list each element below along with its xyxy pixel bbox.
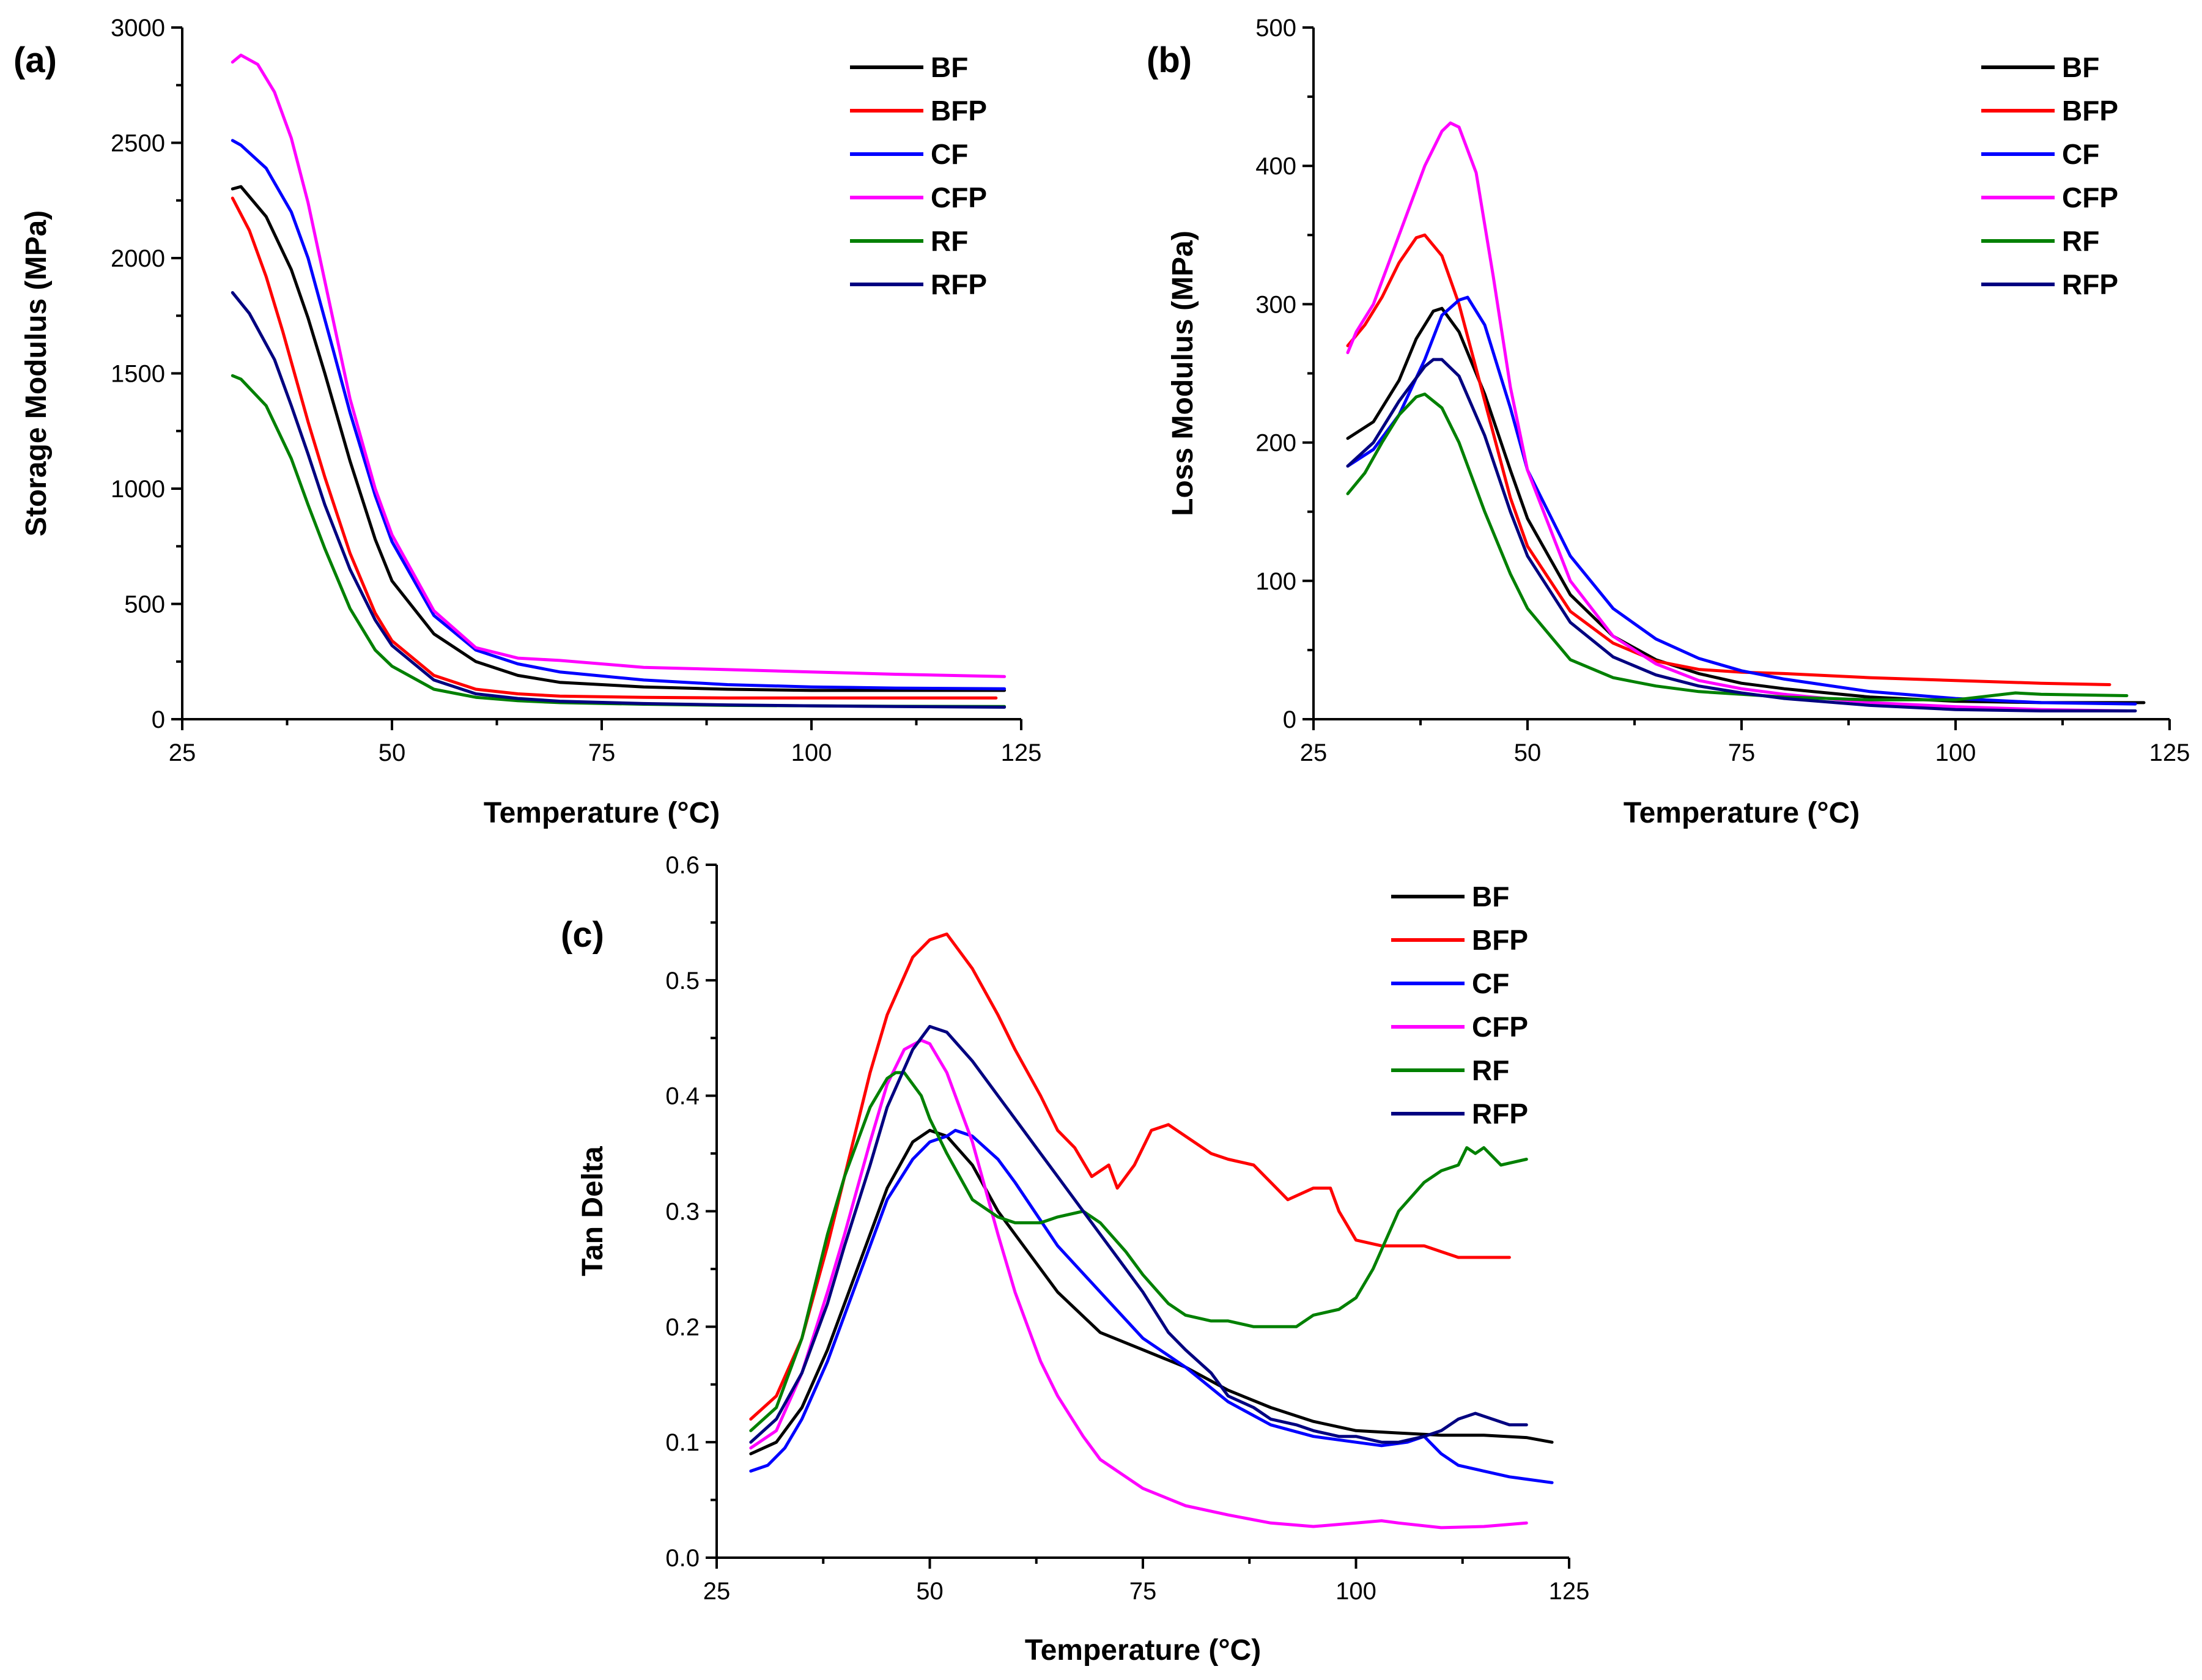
series-line-bf	[231, 185, 1007, 692]
x-tick-label: 50	[1514, 739, 1542, 766]
legend-label-bfp: BFP	[1472, 924, 1528, 956]
y-tick-label: 2500	[111, 130, 165, 157]
x-tick-label: 100	[1935, 739, 1976, 766]
series-line-bfp	[749, 932, 1511, 1421]
y-tick-label: 200	[1255, 430, 1296, 457]
y-axis-title: Storage Modulus (MPa)	[20, 210, 53, 536]
x-tick-label: 100	[791, 739, 832, 766]
series-line-bfp	[231, 196, 998, 700]
x-tick-label: 75	[588, 739, 616, 766]
y-tick-label: 3000	[111, 15, 165, 42]
panel-label: (b)	[1147, 40, 1192, 80]
panel-label: (c)	[561, 915, 604, 955]
legend-label-rf: RF	[2062, 225, 2099, 257]
y-tick-label: 0.6	[665, 852, 700, 879]
series-line-cfp	[231, 53, 1007, 678]
x-tick-label: 50	[916, 1578, 944, 1605]
series-line-rfp	[749, 1024, 1528, 1444]
y-tick-label: 0.0	[665, 1545, 700, 1572]
x-tick-label: 125	[1001, 739, 1042, 766]
x-tick-label: 125	[2149, 739, 2190, 766]
chart-panel-c: 25 50 75 100 125 0.0 0.1 0.2 0.3 0.4 0.5 0.6 Tempera…	[561, 852, 1589, 1667]
legend-label-cf: CF	[2062, 138, 2099, 170]
y-tick-label: 0.4	[665, 1083, 700, 1110]
legend-label-bfp: BFP	[931, 95, 987, 127]
y-tick-label: 100	[1255, 568, 1296, 595]
series-line-bf	[749, 1128, 1554, 1456]
y-tick-label: 0	[1283, 706, 1296, 733]
y-tick-label: 500	[124, 591, 165, 618]
y-tick-label: 1500	[111, 361, 165, 388]
x-tick-label: 50	[379, 739, 406, 766]
legend-label-bf: BF	[2062, 51, 2099, 83]
legend-label-cfp: CFP	[931, 182, 987, 213]
legend-label-bf: BF	[1472, 881, 1509, 912]
series-line-rf	[1346, 392, 2129, 701]
panel-label: (a)	[13, 40, 57, 80]
x-axis-title: Temperature (°C)	[484, 797, 720, 829]
y-tick-label: 400	[1255, 153, 1296, 180]
x-tick-label: 75	[1728, 739, 1756, 766]
x-axis-title: Temperature (°C)	[1025, 1634, 1261, 1667]
legend-label-rfp: RFP	[2062, 268, 2118, 300]
series-line-rf	[749, 1071, 1528, 1432]
series-line-cf	[749, 1128, 1554, 1484]
legend-label-rfp: RFP	[931, 268, 987, 300]
series-line-cfp	[749, 1038, 1528, 1530]
y-tick-label: 500	[1255, 15, 1296, 42]
x-tick-label: 125	[1549, 1578, 1590, 1605]
y-tick-label: 0.1	[665, 1429, 700, 1456]
y-tick-label: 1000	[111, 476, 165, 503]
legend-label-rfp: RFP	[1472, 1098, 1528, 1130]
x-tick-label: 100	[1336, 1578, 1376, 1605]
series-line-bf	[1346, 306, 2146, 705]
y-tick-label: 0	[152, 706, 165, 733]
series-line-cf	[231, 139, 1007, 690]
x-tick-label: 75	[1129, 1578, 1157, 1605]
y-tick-label: 0.2	[665, 1314, 700, 1341]
y-axis-title: Tan Delta	[577, 1146, 609, 1276]
legend-label-bfp: BFP	[2062, 95, 2118, 127]
x-axis-title: Temperature (°C)	[1624, 797, 1860, 829]
legend-label-rf: RF	[1472, 1054, 1509, 1086]
legend-label-cfp: CFP	[1472, 1011, 1528, 1043]
y-tick-label: 0.5	[665, 968, 700, 994]
x-tick-label: 25	[169, 739, 196, 766]
legend-label-bf: BF	[931, 51, 968, 83]
y-tick-label: 0.3	[665, 1199, 700, 1226]
legend-label-rf: RF	[931, 225, 968, 257]
y-tick-label: 2000	[111, 245, 165, 272]
series-line-rfp	[231, 291, 1007, 709]
y-axis-title: Loss Modulus (MPa)	[1167, 231, 1199, 516]
legend-label-cf: CF	[1472, 968, 1509, 999]
series-line-bfp	[1346, 233, 2111, 686]
x-tick-label: 25	[703, 1578, 731, 1605]
series-line-rfp	[1346, 358, 2137, 712]
y-tick-label: 300	[1255, 291, 1296, 318]
chart-panel-b: 25 50 75 100 125 0 100 200 300 400 500 Temperature …	[1147, 15, 2190, 829]
legend-label-cfp: CFP	[2062, 182, 2118, 213]
chart-panel-a: 25 50 75 100 125 0 500 1000 1500 2000 2500 3000 Temp…	[13, 15, 1041, 829]
series-line-cf	[1346, 295, 2137, 706]
x-tick-label: 25	[1300, 739, 1328, 766]
legend-label-cf: CF	[931, 138, 968, 170]
